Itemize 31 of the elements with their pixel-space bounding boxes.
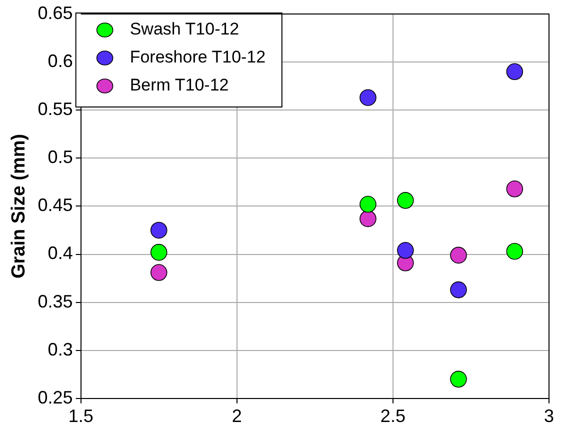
y-tick-label: 0.5 [48, 147, 73, 168]
point [397, 242, 414, 259]
point [150, 264, 168, 281]
legend-label: Swash T10-12 [130, 20, 240, 39]
y-tick-label: 0.6 [48, 51, 73, 72]
point [506, 180, 524, 198]
legend-label: Berm T10-12 [130, 76, 229, 95]
y-tick-label: 0.65 [38, 2, 73, 23]
point [450, 281, 467, 298]
point [360, 210, 376, 228]
legend-label: Foreshore T10-12 [130, 48, 266, 67]
point [506, 242, 524, 260]
point [150, 244, 168, 261]
y-tick-label: 0.55 [38, 99, 73, 120]
x-tick-label: 3 [544, 406, 554, 426]
point [506, 63, 524, 80]
y-tick-label: 0.3 [48, 339, 73, 360]
y-tick-label: 0.25 [38, 387, 73, 408]
x-tick-label: 2 [232, 406, 242, 426]
point [360, 89, 376, 106]
point [450, 370, 467, 388]
y-tick-label: 0.45 [38, 195, 73, 216]
y-tick-label: 0.35 [38, 291, 73, 312]
point [450, 246, 467, 264]
y-axis-title: Grain Size (mm) [8, 134, 30, 279]
x-tick-label: 2.5 [380, 406, 406, 426]
point [397, 192, 414, 209]
y-tick-label: 0.4 [48, 243, 73, 264]
x-tick-label: 1.5 [68, 406, 94, 426]
point [360, 196, 376, 213]
point [150, 222, 168, 239]
